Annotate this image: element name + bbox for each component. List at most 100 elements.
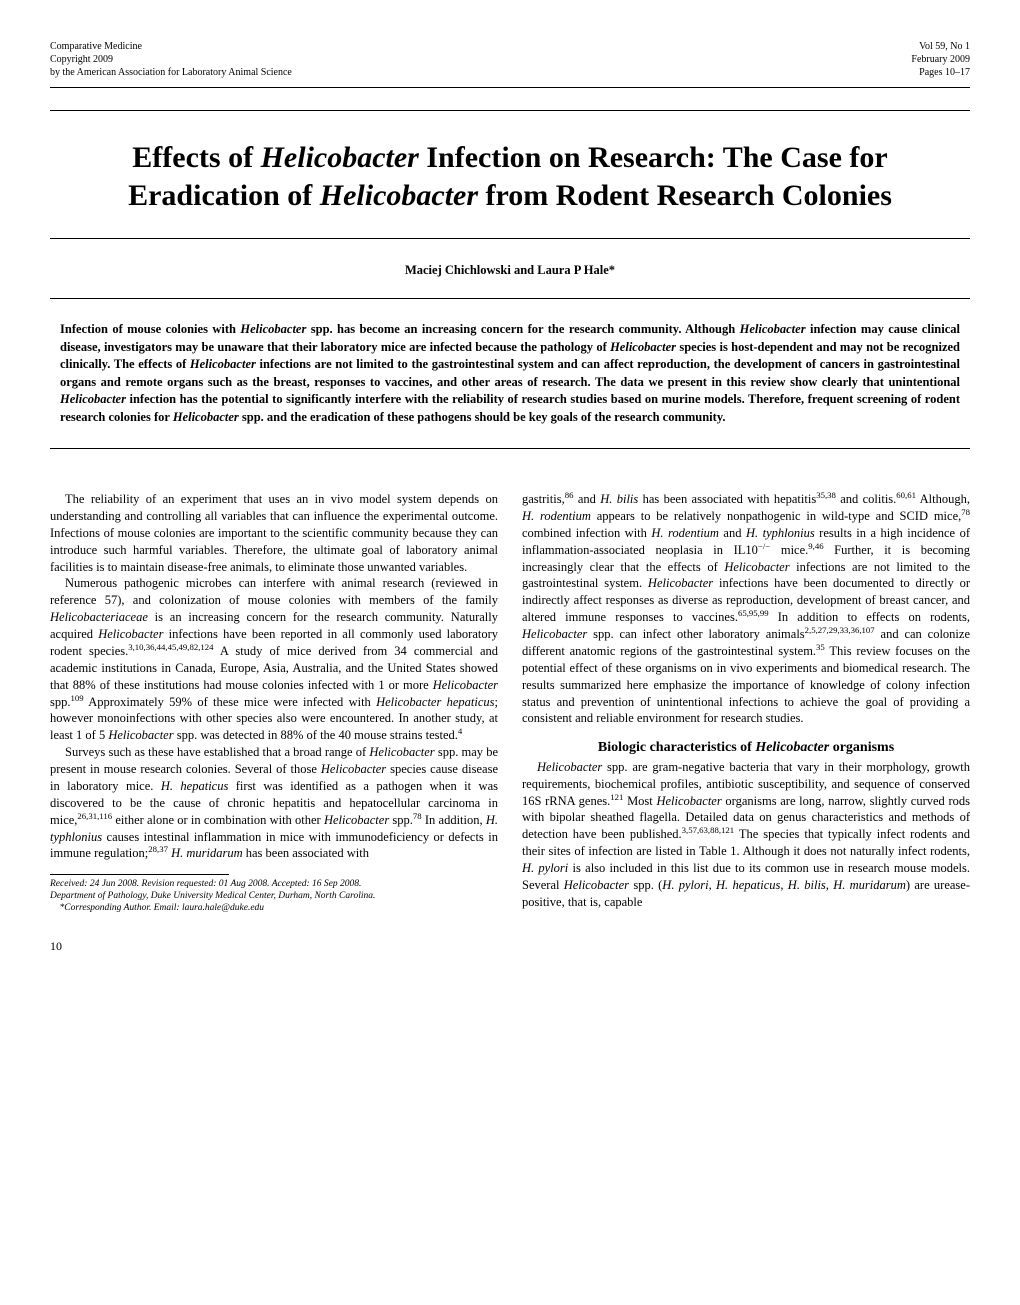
taxon: Helicobacter — [648, 576, 713, 590]
abstract-genus: Helicobacter — [60, 392, 126, 406]
heading-text: Biologic characteristics of — [598, 740, 755, 755]
taxon: Helicobacter — [98, 627, 163, 641]
taxon: Helicobacter — [433, 678, 498, 692]
taxon: H. muridarum — [171, 846, 243, 860]
right-column: gastritis,86 and H. bilis has been assoc… — [522, 491, 970, 915]
taxon: Helicobacter — [324, 813, 389, 827]
citation-sup: 28,37 — [148, 844, 168, 854]
taxon: Helicobacteriaceae — [50, 610, 148, 624]
citation-sup: 9,46 — [808, 540, 823, 550]
body-text: spp. can infect other laboratory animals — [587, 627, 804, 641]
body-text: combined infection with — [522, 526, 651, 540]
abstract-bottom-rule — [50, 448, 970, 449]
taxon: Helicobacter hepaticus — [376, 695, 494, 709]
title-seg: from Rodent Research Colonies — [478, 179, 892, 212]
body-text: In addition to effects on rodents, — [769, 610, 970, 624]
body-columns: The reliability of an experiment that us… — [50, 491, 970, 915]
issue-date: February 2009 — [911, 53, 970, 66]
title-genus: Helicobacter — [320, 179, 478, 212]
body-text: appears to be relatively nonpathogenic i… — [591, 509, 961, 523]
citation-sup: 2,5,27,29,33,36,107 — [805, 625, 875, 635]
taxon: Helicobacter — [369, 745, 434, 759]
citation-sup: 3,57,63,88,121 — [682, 825, 735, 835]
taxon: H. rodentium — [522, 509, 591, 523]
abstract-genus: Helicobacter — [240, 322, 306, 336]
taxon: Helicobacter — [522, 627, 587, 641]
body-text: Surveys such as these have established t… — [65, 745, 369, 759]
citation-sup: 26,31,116 — [77, 810, 112, 820]
header-left: Comparative Medicine Copyright 2009 by t… — [50, 40, 292, 79]
article-title: Effects of Helicobacter Infection on Res… — [70, 139, 950, 214]
taxon: H. typhlonius — [746, 526, 815, 540]
taxon: Helicobacter — [724, 560, 789, 574]
citation-sup: 35 — [816, 642, 825, 652]
taxon: Helicobacter — [537, 760, 602, 774]
taxon: Helicobacter — [321, 762, 386, 776]
header-right: Vol 59, No 1 February 2009 Pages 10–17 — [911, 40, 970, 79]
body-paragraph: gastritis,86 and H. bilis has been assoc… — [522, 491, 970, 727]
abstract-genus: Helicobacter — [610, 340, 676, 354]
page-number: 10 — [50, 939, 970, 954]
abstract-genus: Helicobacter — [190, 357, 256, 371]
heading-text: organisms — [829, 740, 894, 755]
body-text: and colitis. — [836, 492, 896, 506]
body-paragraph: Helicobacter spp. are gram-negative bact… — [522, 759, 970, 911]
body-text: Although, — [916, 492, 970, 506]
body-paragraph: Surveys such as these have established t… — [50, 744, 498, 862]
footnote-received: Received: 24 Jun 2008. Revision requeste… — [50, 879, 498, 891]
body-text: has been associated with — [243, 846, 369, 860]
citation-sup: 121 — [610, 791, 623, 801]
abstract: Infection of mouse colonies with Helicob… — [50, 299, 970, 448]
body-text: Numerous pathogenic microbes can interfe… — [50, 576, 498, 607]
copyright-line: Copyright 2009 — [50, 53, 292, 66]
genotype-sup: −/− — [758, 540, 770, 550]
body-text: In addition, — [422, 813, 486, 827]
abstract-genus: Helicobacter — [173, 410, 239, 424]
taxon: H. bilis — [600, 492, 638, 506]
footnote-label: *Corresponding Author. Email: — [60, 903, 182, 913]
page-range: Pages 10–17 — [911, 66, 970, 79]
article-title-block: Effects of Helicobacter Infection on Res… — [50, 111, 970, 238]
body-text: spp. was detected in 88% of the 40 mouse… — [174, 728, 458, 742]
body-text: spp. — [389, 813, 413, 827]
title-seg: Effects of — [132, 141, 260, 174]
body-paragraph: Numerous pathogenic microbes can interfe… — [50, 575, 498, 744]
body-text: spp. — [50, 695, 71, 709]
body-text: Approximately 59% of these mice were inf… — [84, 695, 376, 709]
citation-sup: 65,95,99 — [738, 608, 769, 618]
body-text: and — [573, 492, 600, 506]
taxon: H. pylori, H. hepaticus — [662, 878, 780, 892]
body-text: mice. — [770, 543, 808, 557]
abstract-text: Infection of mouse colonies with — [60, 322, 240, 336]
body-text: , — [780, 878, 787, 892]
footnote-block: Received: 24 Jun 2008. Revision requeste… — [50, 879, 498, 915]
taxon: Helicobacter — [564, 878, 629, 892]
abstract-text: spp. has become an increasing concern fo… — [306, 322, 739, 336]
heading-genus: Helicobacter — [755, 740, 829, 755]
abstract-text: spp. and the eradication of these pathog… — [239, 410, 726, 424]
taxon: Helicobacter — [656, 794, 721, 808]
running-header: Comparative Medicine Copyright 2009 by t… — [50, 40, 970, 79]
body-text: and — [719, 526, 746, 540]
body-text: gastritis, — [522, 492, 565, 506]
citation-sup: 35,38 — [816, 490, 836, 500]
footnote-corresponding: *Corresponding Author. Email: laura.hale… — [50, 903, 498, 915]
volume-issue: Vol 59, No 1 — [911, 40, 970, 53]
body-text: has been associated with hepatitis — [638, 492, 816, 506]
citation-sup: 3,10,36,44,45,49,82,124 — [128, 642, 213, 652]
taxon: Helicobacter — [108, 728, 173, 742]
footnote-affiliation: Department of Pathology, Duke University… — [50, 891, 498, 903]
authors: Maciej Chichlowski and Laura P Hale* — [50, 239, 970, 298]
citation-sup: 4 — [458, 726, 462, 736]
citation-sup: 60,61 — [896, 490, 916, 500]
left-column: The reliability of an experiment that us… — [50, 491, 498, 915]
title-genus: Helicobacter — [261, 141, 419, 174]
publisher-line: by the American Association for Laborato… — [50, 66, 292, 79]
journal-name: Comparative Medicine — [50, 40, 292, 53]
body-text: spp. ( — [629, 878, 662, 892]
taxon: H. rodentium — [651, 526, 719, 540]
citation-sup: 78 — [413, 810, 422, 820]
section-heading: Biologic characteristics of Helicobacter… — [522, 739, 970, 757]
citation-sup: 109 — [71, 692, 84, 702]
body-paragraph: The reliability of an experiment that us… — [50, 491, 498, 575]
